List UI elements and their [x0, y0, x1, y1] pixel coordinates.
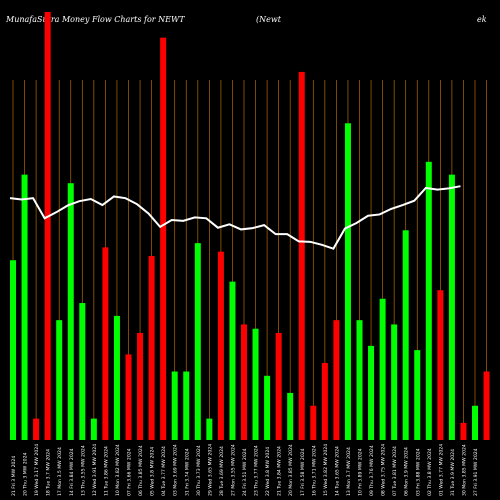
x-tick-label: 24 Fri 3.51 MW 2024	[242, 448, 248, 496]
x-tick-label: 01 Wed 3.77 MW 2024	[438, 444, 444, 496]
bar	[183, 371, 190, 440]
bar	[391, 324, 398, 440]
bar	[483, 371, 490, 440]
bar	[275, 333, 282, 440]
x-tick-label: 03 Fri 3.88 MW 2024	[415, 448, 421, 496]
bar	[44, 12, 51, 440]
bar	[298, 71, 305, 441]
x-tick-label: 17 Fri 3.58 MW 2024	[300, 448, 306, 496]
bar	[402, 230, 409, 440]
bar	[448, 174, 455, 440]
x-tick-label: 15 Wed 3.82 MW 2024	[323, 444, 329, 496]
chart-title-part-right: ek	[477, 15, 487, 24]
x-tick-label: 02 Thu 3.8 MW 2024	[427, 448, 433, 496]
x-tick-label: 09 Thu 3.76 MW 2024	[369, 445, 375, 496]
chart-title-part-mid: (Newt	[256, 15, 281, 24]
x-tick-label: 29 Wed 3.65 MW 2024	[207, 444, 213, 496]
bar	[217, 251, 224, 440]
bar	[229, 281, 236, 440]
x-tick-label: 05 Wed 3.8 MW 2024	[150, 447, 156, 496]
x-tick-label: 04 Tue 3.77 MW 2024	[161, 446, 167, 496]
x-tick-label: 20 Mon 3.85 MW 2024	[288, 444, 294, 496]
bar	[56, 320, 63, 440]
chart-title-part-left: MunafaSutra Money Flow Charts for NEWT	[6, 15, 185, 24]
x-tick-label: 30 Thu 3.73 MW 2024	[196, 445, 202, 496]
bar	[344, 123, 351, 440]
bar	[321, 362, 328, 440]
x-tick-label: 22 Wed 3.8 MW 2024	[265, 447, 271, 496]
bar	[102, 247, 109, 440]
x-tick-label: 12 Wed 3.91 MW 2024	[92, 444, 98, 496]
x-tick-label: 16 Thu 3.71 MW 2024	[311, 445, 317, 496]
x-tick-label: 19 Wed 3.17 MW 2024	[34, 444, 40, 496]
bar	[379, 298, 386, 440]
bar	[287, 392, 294, 440]
bar	[356, 320, 363, 440]
x-tick-label: 08 Wed 3.75 MW 2024	[381, 444, 387, 496]
bar	[160, 37, 167, 441]
bar	[171, 371, 178, 440]
bar	[437, 290, 444, 440]
x-tick-label: 27 Mon 3.55 MW 2024	[230, 444, 236, 496]
bar	[252, 328, 259, 440]
x-tick-label: 07 Tue 3.81 MW 2024	[392, 446, 398, 496]
bar	[368, 345, 375, 440]
x-tick-label: 13 Thu 3.55 MW 2024	[80, 445, 86, 496]
bar	[241, 324, 247, 440]
x-tick-label: 17 Mon 3.5 MW 2024	[57, 447, 63, 496]
bar	[264, 375, 271, 440]
bar	[460, 422, 467, 440]
x-tick-label: 11 Tue 3.86 MW 2024	[103, 446, 109, 496]
bar	[33, 418, 40, 440]
x-tick-label: 23 Thu 3.77 MW 2024	[254, 445, 260, 496]
bar	[148, 255, 155, 440]
bar	[125, 354, 132, 440]
x-tick-label: 27 Fri 3.91 MW 2024	[473, 448, 479, 496]
bar	[425, 161, 432, 441]
bar	[10, 260, 16, 440]
bar	[472, 405, 478, 440]
x-tick-label: 18 Tue 3.7 MW 2024	[46, 449, 52, 496]
x-tick-label: 31 Tue 3.9 MW 2024	[450, 449, 456, 496]
x-tick-label: 10 Fri 3.89 MW 2024	[358, 448, 364, 496]
money-flow-line	[9, 185, 461, 250]
chart-title: MunafaSutra Money Flow Charts for NEWT (…	[6, 15, 494, 27]
x-tick-label: 06 Thu 3.85 MW 2024	[138, 445, 144, 496]
bar	[90, 418, 97, 440]
bar	[206, 418, 213, 440]
bar	[67, 183, 74, 440]
bar	[113, 315, 120, 440]
bar	[21, 174, 28, 440]
x-tick-label: 13 Mon 3.7 MW 2024	[346, 447, 352, 496]
x-tick-label: 06 Mon 3.9 MW 2024	[404, 447, 410, 496]
x-tick-label: 20 Thu 3 MW 2024	[23, 452, 29, 496]
x-tick-label: 28 Tue 3.69 MW 2024	[219, 446, 225, 496]
bar	[414, 350, 421, 440]
x-tick-label: 07 Fri 3.66 MW 2024	[127, 448, 133, 496]
bar	[310, 405, 317, 440]
x-tick-label: 21 Fri 3 MW 2024	[11, 456, 17, 496]
bar	[79, 303, 86, 440]
x-tick-label: 21 Tue 3.84 MW 2024	[277, 446, 283, 496]
x-tick-label: 03 Mon 3.69 MW 2024	[173, 444, 179, 496]
bar	[194, 243, 201, 440]
bar	[333, 320, 340, 440]
bar	[137, 333, 144, 440]
x-tick-label: 10 Mon 3.82 MW 2024	[115, 444, 121, 496]
x-tick-label: 14 Fri 3.84 MW 2024	[69, 448, 75, 496]
x-tick-label: 30 Mon 3.85 MW 2024	[461, 444, 467, 496]
x-tick-label: 14 Tue 3.65 MW 2024	[334, 446, 340, 496]
x-tick-label: 31 Fri 3.74 MW 2024	[184, 448, 190, 496]
